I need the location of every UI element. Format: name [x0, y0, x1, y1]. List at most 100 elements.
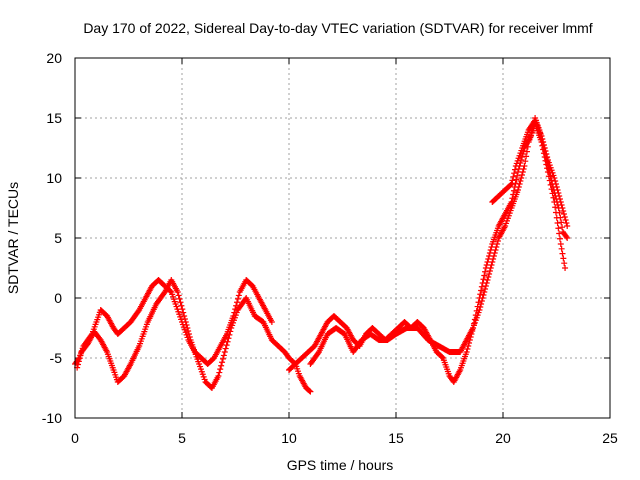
data-point — [489, 259, 496, 265]
data-point — [221, 349, 228, 355]
data-point — [560, 208, 567, 214]
data-point — [77, 352, 84, 359]
plot-frame — [74, 57, 611, 419]
y-tick-label: 10 — [46, 170, 62, 186]
data-point — [553, 184, 560, 190]
data-point — [182, 319, 189, 325]
data-point — [220, 352, 227, 359]
data-point — [517, 178, 524, 184]
data-point — [523, 148, 530, 155]
data-point — [511, 170, 518, 177]
data-point — [494, 241, 501, 247]
data-point — [175, 292, 182, 299]
data-point — [486, 271, 493, 277]
x-tick-labels: 0 5 10 15 20 25 — [71, 430, 618, 446]
data-point — [481, 289, 488, 295]
data-point — [548, 186, 555, 193]
data-point — [557, 199, 564, 205]
data-point — [479, 295, 486, 301]
data-point — [507, 181, 514, 188]
data-point — [562, 217, 569, 223]
data-point — [478, 298, 485, 304]
data-point — [167, 288, 174, 295]
data-point — [552, 181, 559, 187]
data-point — [554, 187, 561, 193]
data-point — [514, 187, 521, 193]
x-axis-label: GPS time / hours — [287, 457, 394, 473]
x-tick-label: 25 — [602, 430, 618, 446]
data-point — [547, 181, 554, 188]
data-point — [234, 299, 241, 306]
data-point — [552, 178, 559, 184]
data-point — [493, 244, 500, 250]
data-point — [226, 331, 233, 338]
data-point — [551, 199, 558, 205]
data-point — [480, 276, 487, 283]
data-point — [478, 301, 485, 307]
y-tick-label: 0 — [54, 290, 62, 306]
data-point — [222, 345, 229, 352]
data-point — [557, 241, 564, 247]
data-point — [183, 322, 190, 328]
data-point — [477, 304, 484, 310]
x-tick-label: 10 — [281, 430, 297, 446]
data-point — [555, 225, 562, 232]
data-point — [179, 306, 186, 313]
data-point — [556, 230, 563, 237]
data-point — [174, 289, 181, 295]
data-point — [552, 204, 559, 211]
data-point — [306, 387, 313, 394]
x-tick-label: 5 — [178, 430, 186, 446]
y-tick-label: -10 — [42, 410, 62, 426]
series-track-a — [72, 277, 275, 367]
data-point — [509, 177, 516, 184]
data-point — [482, 283, 489, 289]
x-tick-label: 0 — [71, 430, 79, 446]
data-point — [540, 142, 547, 148]
data-point — [178, 302, 185, 309]
y-tick-label: 20 — [46, 50, 62, 66]
data-point — [307, 388, 314, 395]
data-point — [478, 287, 485, 294]
data-point — [510, 187, 517, 194]
data-point — [180, 309, 187, 316]
data-point — [481, 272, 488, 279]
data-points — [72, 115, 571, 395]
data-point — [185, 328, 192, 334]
data-point — [480, 292, 487, 298]
data-point — [476, 307, 483, 313]
data-point — [176, 295, 183, 302]
series-track-e — [489, 117, 571, 229]
data-point — [218, 362, 225, 369]
data-point — [554, 220, 561, 226]
data-point — [558, 245, 565, 252]
data-point — [219, 355, 226, 362]
data-point — [553, 214, 560, 221]
data-point — [487, 265, 494, 271]
data-point — [490, 253, 497, 259]
data-point — [516, 181, 523, 187]
data-point — [181, 313, 188, 319]
data-point — [184, 325, 191, 331]
data-point — [539, 136, 546, 142]
data-point — [546, 177, 553, 184]
data-point — [75, 358, 82, 365]
data-point — [488, 262, 495, 268]
data-point — [514, 172, 521, 179]
data-point — [486, 268, 493, 274]
data-point — [560, 211, 567, 217]
data-point — [216, 369, 223, 376]
data-point — [558, 202, 565, 208]
data-point — [515, 184, 522, 190]
data-point — [563, 233, 570, 240]
data-point — [76, 355, 83, 362]
data-point — [542, 148, 549, 154]
data-point — [225, 335, 232, 342]
data-point — [490, 256, 497, 262]
data-point — [556, 193, 563, 199]
data-point — [186, 334, 193, 340]
data-point — [551, 175, 558, 181]
data-point — [562, 265, 569, 271]
data-point — [482, 286, 489, 292]
